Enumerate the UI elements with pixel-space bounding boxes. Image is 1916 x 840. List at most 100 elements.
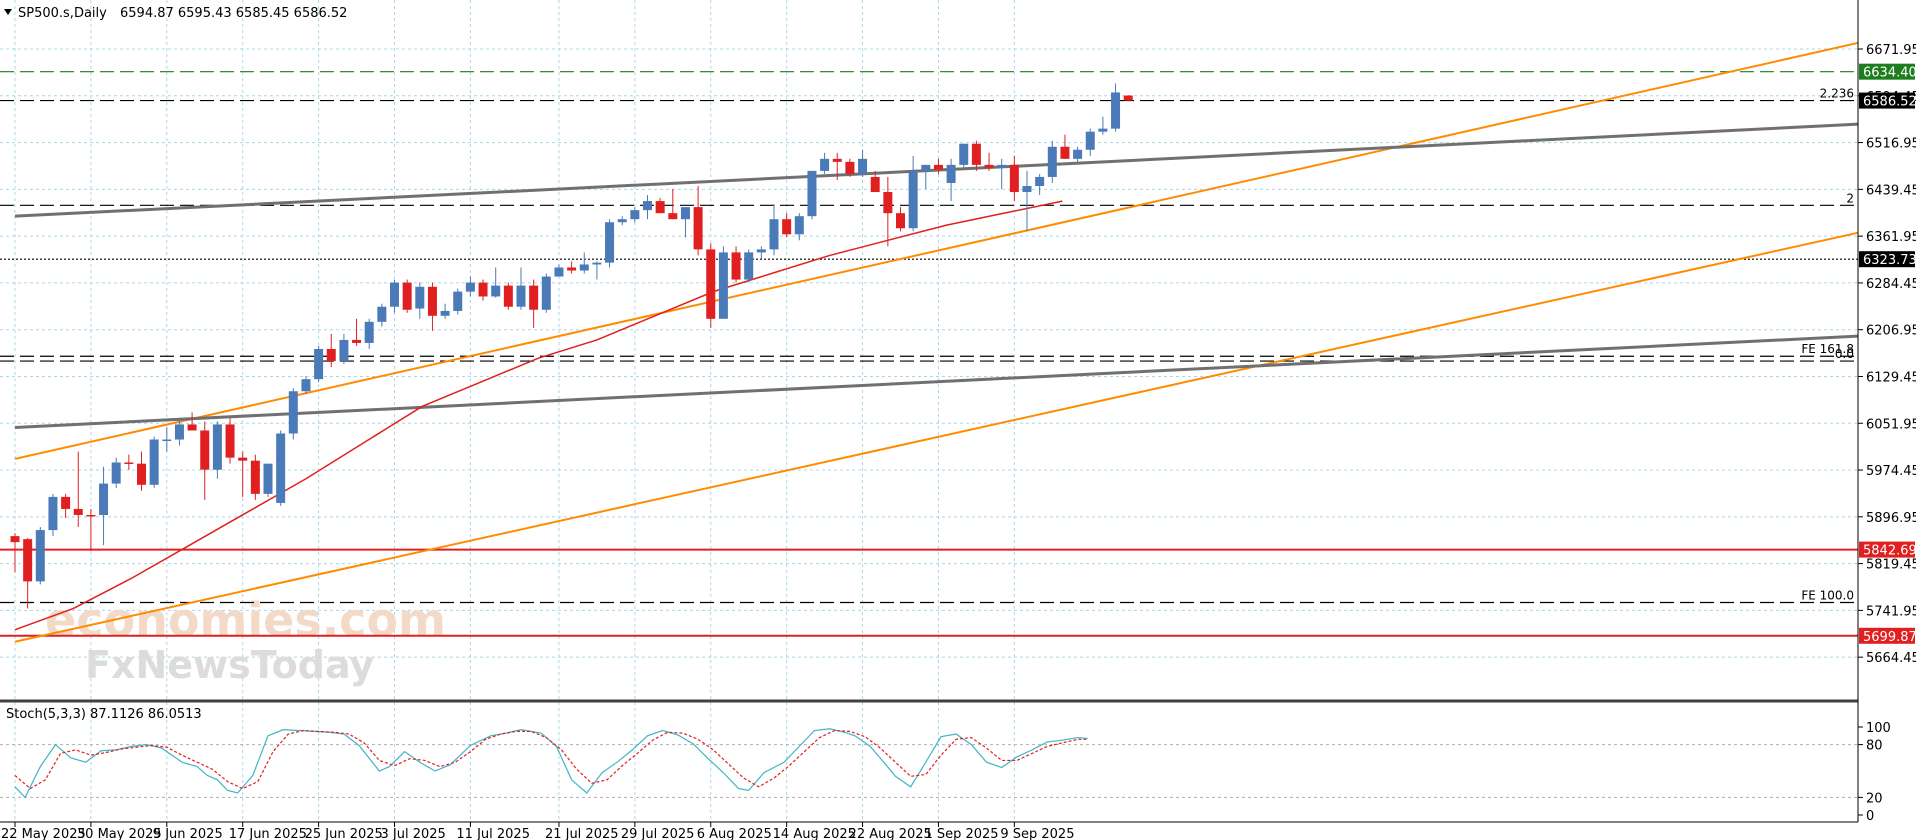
candle <box>1060 134 1070 159</box>
ohlc-readout: 6594.87 6595.43 6585.45 6586.52 <box>120 6 347 21</box>
price-tag-label: 6586.52 <box>1863 95 1916 110</box>
candle <box>971 140 981 171</box>
candle <box>339 333 349 365</box>
price-tags: 6634.40 2.236 6586.52 2 6323.73 FE 161.80.0 58… <box>1801 63 1916 645</box>
level-label: 2 <box>1846 191 1854 205</box>
x-tick-label: 21 Jul 2025 <box>545 827 619 840</box>
candle <box>579 252 589 274</box>
x-tick-label: 14 Aug 2025 <box>773 827 856 840</box>
candle <box>99 466 109 546</box>
candle-body <box>23 539 33 582</box>
candle <box>605 219 615 268</box>
candle-body <box>10 536 20 543</box>
y-tick-label: 5896.95 <box>1866 511 1916 526</box>
y-tick-label: 6671.95 <box>1866 43 1916 58</box>
price-tag-box <box>1859 92 1915 109</box>
candle-body <box>263 463 273 494</box>
trendline-gray <box>14 122 1858 218</box>
candle-body <box>200 430 210 470</box>
x-tick-label: 6 Aug 2025 <box>697 827 772 840</box>
candle <box>225 418 235 464</box>
candle <box>73 451 83 528</box>
price-tag-label: 5842.69 <box>1863 544 1916 559</box>
candle-body <box>541 276 551 310</box>
candle-body <box>301 379 311 392</box>
candle <box>149 436 159 488</box>
y-tick-label: 6361.95 <box>1866 230 1916 245</box>
candles <box>10 83 1133 609</box>
candle <box>832 152 842 180</box>
candle-body <box>111 462 121 484</box>
candle-body <box>680 207 690 220</box>
x-tick-label: 22 Aug 2025 <box>849 827 932 840</box>
price-tag-box <box>1859 251 1915 268</box>
candle-body <box>491 285 501 297</box>
stoch-main-line <box>14 728 1088 799</box>
candle-body <box>516 285 526 307</box>
candle-body <box>162 439 172 442</box>
candle <box>390 279 399 313</box>
level-label: 2.236 <box>1820 87 1854 101</box>
candle-body <box>858 158 868 174</box>
trendline-orange <box>14 41 1858 460</box>
candle <box>212 421 222 479</box>
candle-body <box>933 164 943 170</box>
candle <box>124 454 134 470</box>
candle <box>187 412 197 431</box>
candle-body <box>605 222 615 263</box>
candle-body <box>744 252 754 280</box>
candle-body <box>364 321 374 343</box>
candle <box>415 282 425 319</box>
trendlines <box>14 41 1858 643</box>
candle-body <box>870 176 880 193</box>
candle <box>23 537 33 609</box>
candle <box>655 198 665 214</box>
candle-body <box>61 496 71 509</box>
candle <box>1111 83 1121 132</box>
candle-body <box>478 282 488 297</box>
candle-body <box>288 391 298 434</box>
candle <box>48 493 58 537</box>
candle <box>1098 116 1108 135</box>
x-tick-label: 9 Sep 2025 <box>1000 827 1074 840</box>
candle-body <box>1009 164 1019 193</box>
candle <box>250 454 260 500</box>
candle-body <box>984 164 994 168</box>
candle-body <box>630 210 640 220</box>
candle <box>592 261 602 280</box>
price-tag-box <box>1859 627 1915 644</box>
chart-header: SP500.s,Daily 6594.87 6595.43 6585.45 65… <box>4 6 347 21</box>
y-tick-label: 6051.95 <box>1866 417 1916 432</box>
candle <box>301 376 311 395</box>
price-tag-label: 6323.73 <box>1863 253 1916 268</box>
candle <box>516 267 526 310</box>
candle <box>137 451 146 491</box>
candle-body <box>314 348 324 380</box>
candle-body <box>225 424 235 458</box>
candle-body <box>465 282 475 292</box>
candle <box>440 303 450 319</box>
candle-body <box>908 170 918 229</box>
candle-body <box>959 143 969 165</box>
candle <box>756 246 766 259</box>
panel-frames <box>0 0 1859 823</box>
stoch-tick-label: 20 <box>1866 791 1883 806</box>
candle <box>984 152 994 171</box>
candle-body <box>693 207 703 250</box>
candle-body <box>1073 149 1083 159</box>
candle-body <box>820 158 830 171</box>
watermark-line-1: economies.com <box>45 593 446 647</box>
candle <box>630 207 640 223</box>
candle <box>782 213 792 238</box>
candle-body <box>238 457 248 461</box>
candle <box>668 189 678 220</box>
candle-body <box>1022 186 1032 193</box>
collapse-triangle-icon[interactable] <box>4 9 12 15</box>
candle <box>933 158 943 174</box>
candle <box>541 273 551 313</box>
candle <box>908 155 918 232</box>
candle <box>35 527 45 585</box>
candle-body <box>326 348 336 362</box>
x-tick-label: 29 Jul 2025 <box>621 827 695 840</box>
candle <box>1009 155 1019 202</box>
